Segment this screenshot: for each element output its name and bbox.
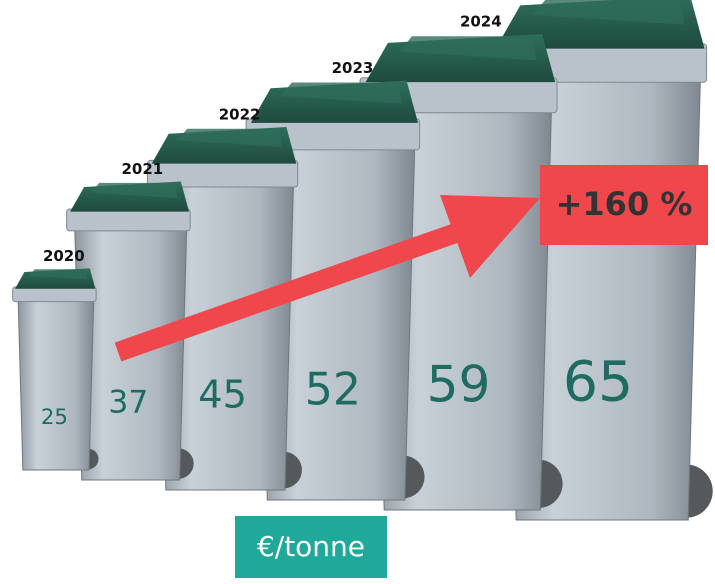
bin-rim: [12, 286, 97, 303]
bin-rim: [66, 208, 191, 232]
bin: 52 2023: [245, 59, 425, 501]
annotation-box: [540, 165, 708, 245]
unit-box: [235, 516, 387, 578]
value-label: 59: [427, 354, 491, 413]
overlay: +160 % €/tonne: [114, 165, 708, 578]
bin: 45 2022: [146, 106, 302, 491]
bin-body: [17, 299, 95, 471]
value-label: 65: [563, 350, 633, 414]
value-label: 52: [305, 364, 361, 415]
trend-arrow: [114, 218, 474, 362]
year-label: 2020: [43, 247, 85, 265]
year-label: 2024: [460, 13, 502, 31]
bin-lid-top: [280, 82, 402, 104]
year-label: 2021: [122, 160, 164, 178]
value-label: 25: [41, 405, 68, 430]
bin-lid-top: [532, 0, 685, 25]
unit-label: €/tonne: [257, 530, 365, 563]
year-label: 2023: [332, 59, 374, 77]
bin-lid-top: [29, 269, 88, 280]
bin-lid-top: [399, 36, 537, 61]
bin-lid-top: [91, 182, 178, 198]
value-label: 45: [198, 372, 247, 417]
bin-lid-top: [177, 128, 283, 148]
bin: 25 2020: [12, 247, 99, 471]
trend-arrowhead: [440, 195, 540, 278]
value-label: 37: [108, 384, 148, 420]
year-label: 2022: [219, 106, 261, 124]
annotation: +160 %: [556, 185, 693, 223]
